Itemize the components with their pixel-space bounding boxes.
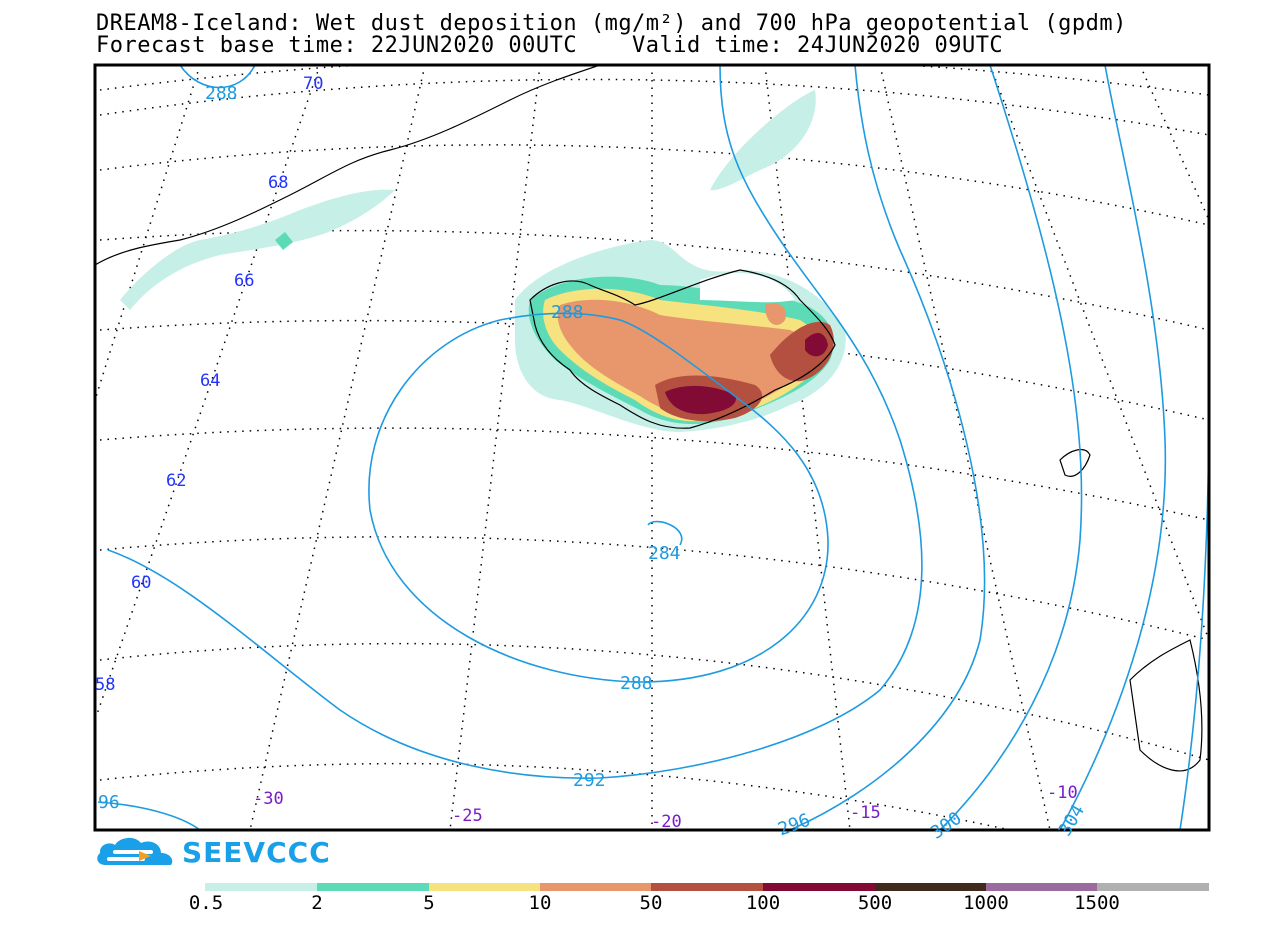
coastlines [95, 65, 1203, 772]
lon-label-minus10: -10 [1047, 783, 1078, 803]
legend-label-100: 100 [745, 892, 781, 914]
map-subtitle-times: Forecast base time: 22JUN2020 00UTC Vali… [96, 33, 1004, 58]
lon-label-minus25: -25 [452, 806, 483, 826]
lat-label-58: 58 [95, 675, 115, 695]
cloud-logo-icon [97, 837, 173, 865]
contour-label-288: 288 [620, 673, 653, 694]
legend-swatch-1 [317, 883, 429, 891]
contour-label-288-iceland: 288 [551, 302, 584, 323]
lat-label-62: 62 [166, 471, 186, 491]
latitude-labels: 70 68 66 64 62 60 58 [95, 74, 323, 695]
longitude-labels: -30 -25 -20 -15 -10 [253, 783, 1078, 832]
legend-swatch-3 [540, 883, 651, 891]
legend-label-5: 5 [423, 892, 435, 914]
contour-label-300: 300 [927, 808, 966, 844]
contour-label-296: 296 [775, 810, 813, 841]
longitude-lines [95, 65, 1209, 830]
seevccc-logo-text: SEEVCCC [182, 836, 331, 869]
dust-deposition-field [120, 90, 846, 432]
map-content [95, 65, 1209, 830]
lat-label-70: 70 [303, 74, 323, 94]
contour-label-304: 304 [1055, 801, 1089, 840]
contour-label-284: 284 [648, 543, 681, 564]
contour-label-292: 292 [573, 770, 606, 791]
contour-labels: 288 288 284 288 292 96 296 300 304 [98, 83, 1089, 844]
legend-label-0.5: 0.5 [188, 892, 224, 914]
contour-label-96: 96 [98, 792, 120, 813]
geopotential-contours [97, 65, 1209, 830]
legend-swatch-2 [429, 883, 540, 891]
lat-label-60: 60 [131, 573, 151, 593]
map-frame [93, 63, 1211, 832]
contour-label-288-top: 288 [205, 83, 238, 104]
legend-swatch-6 [875, 883, 986, 891]
lat-label-68: 68 [268, 173, 288, 193]
legend-label-50: 50 [639, 892, 663, 914]
legend-label-1000: 1000 [963, 892, 1009, 914]
lon-label-minus15: -15 [850, 803, 881, 823]
legend-label-2: 2 [311, 892, 323, 914]
lon-label-minus20: -20 [651, 812, 682, 832]
lat-label-64: 64 [200, 371, 220, 391]
legend-label-500: 500 [857, 892, 893, 914]
legend-label-1500: 1500 [1074, 892, 1120, 914]
legend-swatch-4 [651, 883, 763, 891]
legend-label-10: 10 [528, 892, 552, 914]
legend-swatch-8 [1097, 883, 1209, 891]
lon-label-minus30: -30 [253, 789, 284, 809]
legend-swatch-5 [763, 883, 875, 891]
legend-swatch-7 [986, 883, 1097, 891]
latitude-lines [99, 65, 1209, 830]
lat-label-66: 66 [234, 271, 254, 291]
map-title: DREAM8-Iceland: Wet dust deposition (mg/… [96, 11, 1127, 36]
legend-swatch-0 [205, 883, 317, 891]
